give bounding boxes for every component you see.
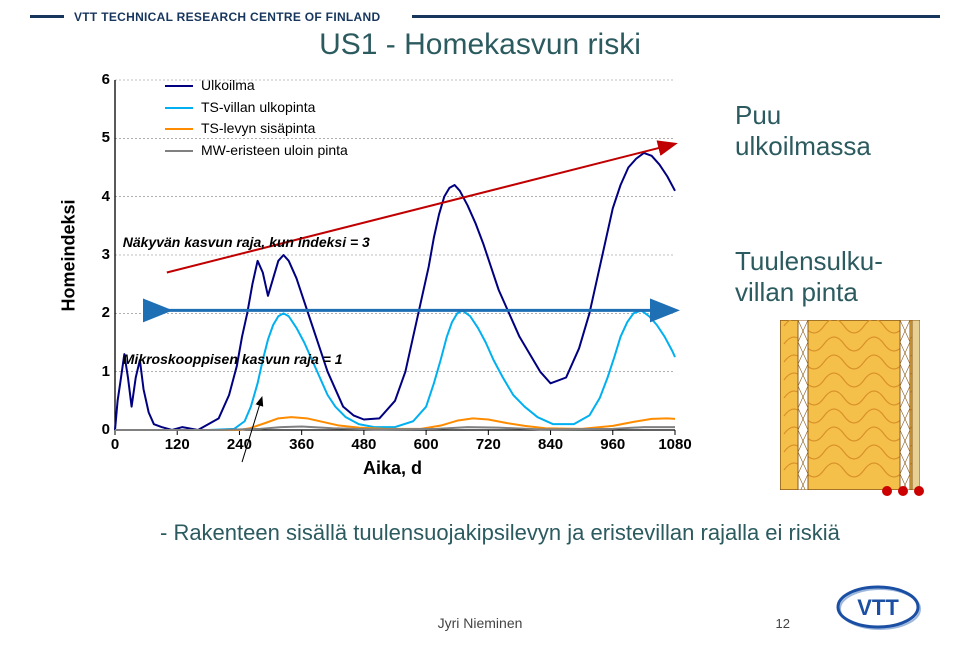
dot-icon <box>882 486 892 496</box>
y-tick: 5 <box>86 129 110 146</box>
y-axis-label: Homeindeksi <box>58 80 80 430</box>
x-tick: 120 <box>165 436 190 453</box>
svg-text:VTT: VTT <box>857 595 899 620</box>
legend-item: TS-villan ulkopinta <box>165 97 348 119</box>
x-tick: 480 <box>351 436 376 453</box>
legend-label: TS-levyn sisäpinta <box>201 118 315 140</box>
x-tick: 1080 <box>658 436 691 453</box>
x-tick: 960 <box>600 436 625 453</box>
legend-swatch <box>165 85 193 87</box>
y-tick: 6 <box>86 71 110 88</box>
chart: Homeindeksi 0123456012024036048060072084… <box>70 80 690 470</box>
annotation-tuulensulku: Tuulensulku- villan pinta <box>735 246 883 308</box>
legend-swatch <box>165 150 193 152</box>
footer-author: Jyri Nieminen <box>0 615 960 631</box>
y-tick: 3 <box>86 246 110 263</box>
x-tick: 720 <box>476 436 501 453</box>
vtt-logo: VTT <box>832 585 924 633</box>
x-tick: 600 <box>414 436 439 453</box>
legend-swatch <box>165 128 193 130</box>
header-org-text: VTT TECHNICAL RESEARCH CENTRE OF FINLAND <box>74 10 380 24</box>
dot-icon <box>898 486 908 496</box>
wall-graphic <box>780 320 920 490</box>
header-line-right <box>412 15 940 18</box>
x-axis-label: Aika, d <box>363 458 422 479</box>
chart-note: Näkyvän kasvun raja, kun indeksi = 3 <box>123 234 370 250</box>
y-tick: 1 <box>86 363 110 380</box>
slide-title: US1 - Homekasvun riski <box>0 28 960 62</box>
x-tick: 240 <box>227 436 252 453</box>
legend-item: MW-eristeen uloin pinta <box>165 140 348 162</box>
legend-label: MW-eristeen uloin pinta <box>201 140 348 162</box>
y-tick: 4 <box>86 188 110 205</box>
footer-page: 12 <box>776 616 790 631</box>
chart-note: Mikroskooppisen kasvun raja = 1 <box>123 351 343 367</box>
x-tick: 0 <box>111 436 119 453</box>
vtt-logo-g: VTT <box>838 587 920 629</box>
dot-icon <box>914 486 924 496</box>
header-line-left <box>30 15 64 18</box>
legend: UlkoilmaTS-villan ulkopintaTS-levyn sisä… <box>165 75 348 162</box>
bullet-text: - Rakenteen sisällä tuulensuojakipsilevy… <box>160 520 840 546</box>
legend-label: TS-villan ulkopinta <box>201 97 315 119</box>
x-tick: 840 <box>538 436 563 453</box>
y-tick: 0 <box>86 421 110 438</box>
y-tick: 2 <box>86 304 110 321</box>
decorative-dots <box>882 486 924 496</box>
legend-item: Ulkoilma <box>165 75 348 97</box>
legend-item: TS-levyn sisäpinta <box>165 118 348 140</box>
header-org: VTT TECHNICAL RESEARCH CENTRE OF FINLAND <box>68 8 386 26</box>
annotation-puu: Puu ulkoilmassa <box>735 100 871 162</box>
x-tick: 360 <box>289 436 314 453</box>
legend-label: Ulkoilma <box>201 75 255 97</box>
legend-swatch <box>165 107 193 109</box>
